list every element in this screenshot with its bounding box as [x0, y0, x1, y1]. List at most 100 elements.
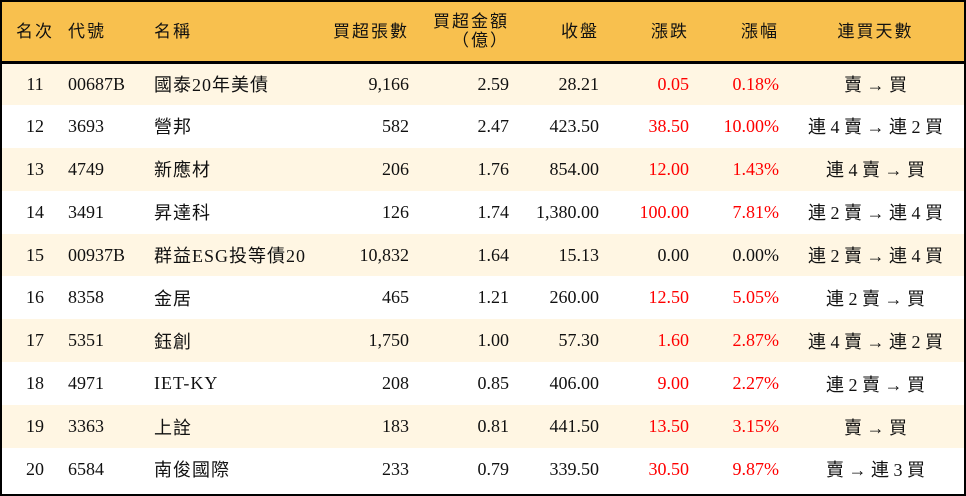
rank-cell: 13: [26, 158, 44, 179]
code-cell: 4971: [68, 373, 104, 394]
amount-cell: 1.21: [477, 287, 510, 308]
table-row: 16 8358 金居 465 1.21 260.00 12.50 5.05% 連 2 賣 → 買: [2, 276, 964, 319]
table-row: 15 00937B 群益ESG投等債20 10,832 1.64 15.13 0.00 0.0…: [2, 233, 964, 277]
name-cell: 國泰20年美債: [154, 75, 269, 96]
change-cell: 12.00: [648, 158, 690, 179]
change-cell: 30.50: [648, 458, 690, 479]
code-cell: 5351: [68, 330, 104, 351]
header-code: 代號: [68, 21, 106, 41]
table-row: 14 3491 昇達科 126 1.74 1,380.00 100.00 7.81% 連 2 賣…: [2, 191, 964, 234]
close-cell: 57.30: [558, 330, 600, 351]
change-cell: 0.00: [657, 244, 690, 265]
shares-cell: 465: [382, 287, 409, 308]
change-cell: 12.50: [648, 287, 690, 308]
shares-cell: 233: [382, 458, 409, 479]
name-cell: 鈺創: [154, 331, 192, 352]
pct-cell: 1.43%: [732, 158, 780, 179]
shares-cell: 582: [382, 115, 409, 136]
shares-cell: 9,166: [368, 73, 410, 94]
days-cell: 賣 → 買: [844, 417, 907, 438]
rank-cell: 16: [26, 287, 44, 308]
amount-cell: 1.64: [477, 244, 510, 265]
amount-cell: 0.85: [477, 373, 510, 394]
header-shares: 買超張數: [333, 21, 409, 41]
name-cell: 新應材: [154, 160, 211, 181]
close-cell: 260.00: [549, 287, 600, 308]
pct-cell: 0.18%: [732, 73, 780, 94]
name-cell: 金居: [154, 288, 192, 309]
rank-cell: 14: [26, 201, 44, 222]
table-row: 19 3363 上詮 183 0.81 441.50 13.50 3.15% 賣 → 買: [2, 405, 964, 449]
days-cell: 連 4 賣 → 連 2 買: [808, 331, 943, 352]
days-cell: 連 4 賣 → 連 2 買: [808, 117, 943, 138]
rank-cell: 11: [26, 73, 44, 94]
pct-cell: 5.05%: [732, 287, 780, 308]
rank-cell: 18: [26, 373, 44, 394]
table-row: 12 3693 營邦 582 2.47 423.50 38.50 10.00% 連 4 賣 → …: [2, 105, 964, 148]
code-cell: 00687B: [68, 73, 126, 94]
table-row: 11 00687B 國泰20年美債 9,166 2.59 28.21 0.05 0.18% 賣 …: [2, 62, 964, 105]
pct-cell: 0.00%: [732, 244, 780, 265]
table-row: 13 4749 新應材 206 1.76 854.00 12.00 1.43% 連 4 賣 → …: [2, 147, 964, 191]
rank-cell: 20: [26, 458, 44, 479]
shares-cell: 206: [382, 158, 409, 179]
close-cell: 441.50: [549, 416, 600, 437]
days-cell: 連 2 賣 → 連 4 買: [808, 246, 943, 266]
header-days: 連買天數: [837, 21, 914, 41]
pct-cell: 2.87%: [732, 330, 780, 351]
header-amount-line1: 買超金額: [433, 12, 509, 32]
close-cell: 28.21: [558, 73, 600, 94]
pct-cell: 10.00%: [723, 115, 780, 136]
days-cell: 連 2 賣 → 買: [826, 288, 925, 309]
amount-cell: 1.00: [477, 330, 510, 351]
code-cell: 4749: [68, 158, 104, 179]
change-cell: 100.00: [639, 201, 690, 222]
shares-cell: 1,750: [368, 330, 410, 351]
change-cell: 13.50: [648, 416, 690, 437]
code-cell: 3491: [68, 201, 104, 222]
header-rank: 名次: [16, 21, 54, 41]
close-cell: 423.50: [549, 115, 600, 136]
name-cell: 群益ESG投等債20: [154, 246, 307, 266]
rank-cell: 15: [26, 244, 44, 265]
code-cell: 8358: [68, 287, 104, 308]
header-amount-unit: （億）: [452, 31, 509, 51]
rank-cell: 12: [26, 115, 44, 136]
shares-cell: 10,832: [359, 244, 410, 265]
change-cell: 1.60: [657, 330, 690, 351]
table-row: 17 5351 鈺創 1,750 1.00 57.30 1.60 2.87% 連 4 賣 → 連…: [2, 319, 964, 363]
name-cell: 上詮: [154, 417, 192, 438]
pct-cell: 2.27%: [732, 373, 780, 394]
name-cell: 昇達科: [154, 203, 211, 224]
pct-cell: 9.87%: [732, 458, 780, 479]
table-row: 18 4971 IET-KY 208 0.85 406.00 9.00 2.27% 連 2 賣 …: [2, 362, 964, 405]
days-cell: 連 2 賣 → 連 4 買: [808, 203, 943, 224]
shares-cell: 126: [382, 201, 409, 222]
header-pct: 漲幅: [741, 21, 779, 41]
close-cell: 339.50: [549, 458, 600, 479]
rank-cell: 17: [26, 330, 44, 351]
amount-cell: 2.47: [477, 115, 510, 136]
shares-cell: 183: [382, 416, 409, 437]
days-cell: 賣 → 買: [844, 75, 907, 96]
header-row: 名次 代號 名稱 買超張數 買超金額 （億） 收盤 漲跌 漲幅 連買天數: [2, 2, 964, 62]
amount-cell: 1.74: [477, 201, 510, 222]
change-cell: 38.50: [648, 115, 690, 136]
amount-cell: 1.76: [477, 158, 510, 179]
header-name: 名稱: [154, 21, 192, 41]
amount-cell: 0.81: [477, 416, 510, 437]
days-cell: 賣 → 連 3 買: [826, 460, 925, 481]
code-cell: 6584: [68, 458, 104, 479]
change-cell: 0.05: [657, 73, 690, 94]
close-cell: 854.00: [549, 158, 600, 179]
shares-cell: 208: [382, 373, 409, 394]
name-cell: 南俊國際: [154, 460, 230, 481]
header-close: 收盤: [561, 21, 599, 41]
rank-cell: 19: [26, 416, 44, 437]
pct-cell: 7.81%: [732, 201, 780, 222]
table-row: 20 6584 南俊國際 233 0.79 339.50 30.50 9.87% 賣 → 連 3…: [2, 448, 964, 491]
change-cell: 9.00: [657, 373, 690, 394]
code-cell: 00937B: [68, 244, 126, 265]
code-cell: 3363: [68, 416, 104, 437]
